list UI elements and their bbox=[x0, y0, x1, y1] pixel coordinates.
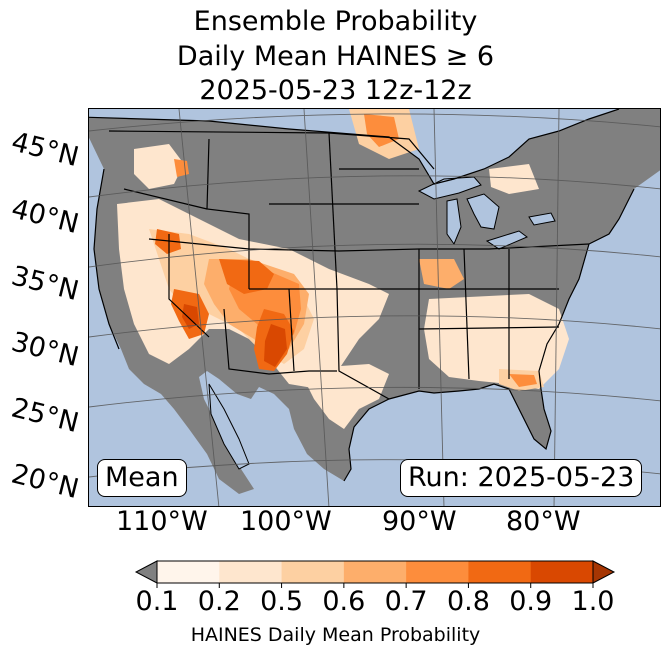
colorbar-tick-label: 0.1 bbox=[135, 586, 179, 617]
lat-label-20: 20°N bbox=[8, 458, 82, 506]
colorbar-tick-label: 0.5 bbox=[260, 586, 304, 617]
colorbar-segment bbox=[343, 561, 407, 583]
colorbar-tick-label: 0.7 bbox=[384, 586, 428, 617]
lon-label-110: 110°W bbox=[116, 506, 208, 537]
lat-label-40: 40°N bbox=[8, 193, 82, 241]
colorbar-segment bbox=[530, 561, 594, 583]
borders bbox=[108, 130, 590, 400]
lat-label-35: 35°N bbox=[8, 260, 82, 308]
colorbar-tick-label: 1.0 bbox=[571, 586, 615, 617]
colorbar-segment bbox=[219, 561, 283, 583]
colorbar-segment bbox=[468, 561, 532, 583]
run-date-badge: Run: 2025-05-23 bbox=[400, 459, 643, 497]
colorbar-tick-label: 0.9 bbox=[509, 586, 553, 617]
map-panel[interactable] bbox=[88, 108, 661, 507]
lat-label-30: 30°N bbox=[8, 326, 82, 374]
colorbar-tick-label: 0.6 bbox=[322, 586, 366, 617]
title-line-1: Ensemble Probability bbox=[193, 6, 478, 37]
lat-label-25: 25°N bbox=[8, 392, 82, 440]
lon-label-100: 100°W bbox=[240, 506, 332, 537]
colorbar-over-triangle bbox=[592, 560, 616, 584]
colorbar-outline bbox=[156, 560, 594, 584]
mean-badge: Mean bbox=[97, 459, 187, 497]
colorbar-segment bbox=[406, 561, 469, 583]
great-lakes bbox=[417, 176, 556, 250]
colorbar-tick-label: 0.2 bbox=[197, 586, 241, 617]
colorbar-segment bbox=[281, 561, 345, 583]
title-line-2: Daily Mean HAINES ≥ 6 bbox=[176, 41, 495, 72]
lat-label-45: 45°N bbox=[8, 126, 82, 174]
colorbar-under-triangle bbox=[134, 560, 158, 584]
colorbar-label: HAINES Daily Mean Probability bbox=[190, 624, 481, 646]
lon-label-80: 80°W bbox=[506, 506, 581, 537]
title-line-3: 2025-05-23 12z-12z bbox=[199, 75, 472, 106]
lon-label-90: 90°W bbox=[382, 506, 457, 537]
colorbar-segment bbox=[157, 561, 220, 583]
probability-map bbox=[89, 109, 660, 506]
colorbar-tick-label: 0.8 bbox=[446, 586, 490, 617]
